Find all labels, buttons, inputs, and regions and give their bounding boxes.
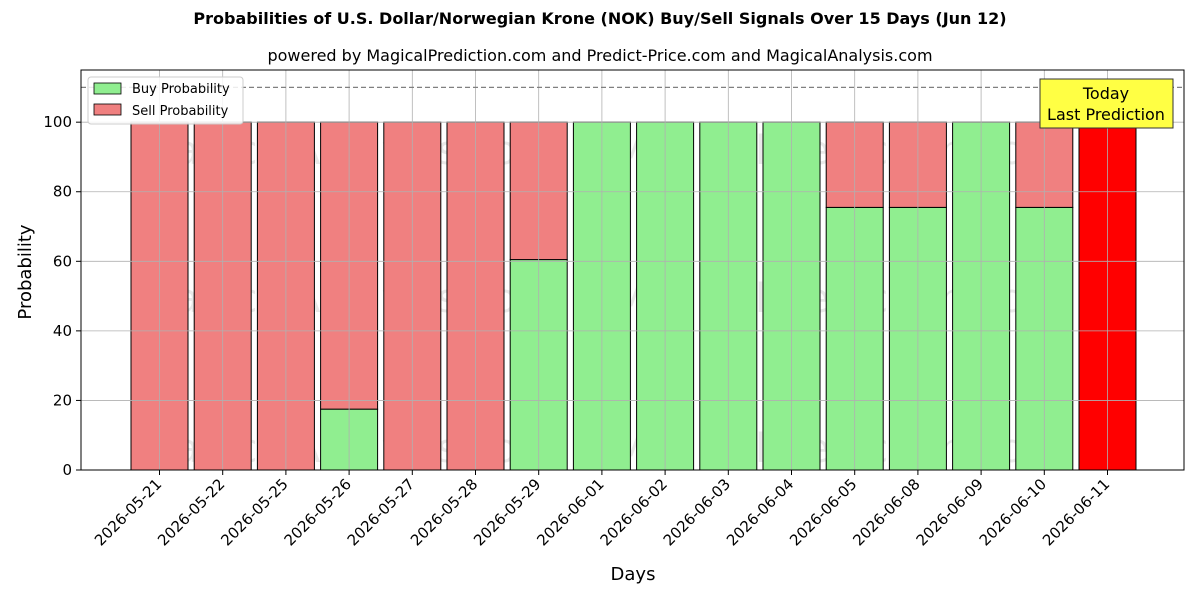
annotation-line-2: Last Prediction — [1047, 105, 1165, 124]
x-tick-label: 2026-06-08 — [849, 475, 923, 549]
y-tick-label: 80 — [53, 183, 72, 201]
y-tick-label: 40 — [53, 322, 72, 340]
x-tick-label: 2026-06-10 — [976, 475, 1050, 549]
x-tick-label: 2026-06-01 — [533, 475, 607, 549]
today-annotation: Today Last Prediction — [1039, 78, 1174, 129]
grid-layer — [81, 70, 1184, 471]
x-tick-label: 2026-06-03 — [660, 475, 734, 549]
chart-title: Probabilities of U.S. Dollar/Norwegian K… — [193, 9, 1007, 28]
x-tick-label: 2026-05-28 — [407, 475, 481, 549]
legend-swatch-buy — [93, 82, 122, 95]
annotation-line-1: Today — [1082, 84, 1129, 103]
legend-box — [87, 76, 244, 125]
y-axis-label: Probability — [15, 224, 36, 319]
x-tick-label: 2026-05-21 — [91, 475, 165, 549]
y-tick-label: 0 — [62, 461, 72, 479]
legend-swatch-sell — [93, 103, 122, 116]
x-tick-label: 2026-05-25 — [217, 475, 291, 549]
annotation-box — [1039, 78, 1174, 129]
x-axis: 2026-05-212026-05-222026-05-252026-05-26… — [91, 470, 1113, 549]
x-tick-label: 2026-06-04 — [723, 475, 797, 549]
y-tick-label: 100 — [43, 113, 72, 131]
y-tick-label: 20 — [53, 391, 72, 409]
x-tick-label: 2026-06-05 — [786, 475, 860, 549]
x-tick-label: 2026-05-26 — [281, 475, 355, 549]
legend-label-buy: Buy Probability — [132, 82, 230, 97]
x-tick-label: 2026-06-09 — [913, 475, 987, 549]
plot-frame — [80, 69, 1185, 471]
chart-subtitle: powered by MagicalPrediction.com and Pre… — [267, 46, 933, 65]
x-tick-label: 2026-05-27 — [344, 475, 418, 549]
y-tick-label: 60 — [53, 252, 72, 270]
y-axis: 0 20 40 60 80 100 — [43, 113, 81, 479]
x-tick-label: 2026-06-02 — [597, 475, 671, 549]
x-tick-label: 2026-05-29 — [470, 475, 544, 549]
legend: Buy Probability Sell Probability — [87, 76, 244, 125]
x-axis-label: Days — [611, 564, 656, 585]
legend-label-sell: Sell Probability — [132, 104, 229, 119]
x-tick-label: 2026-05-22 — [154, 475, 228, 549]
x-tick-label: 2026-06-11 — [1039, 475, 1113, 549]
